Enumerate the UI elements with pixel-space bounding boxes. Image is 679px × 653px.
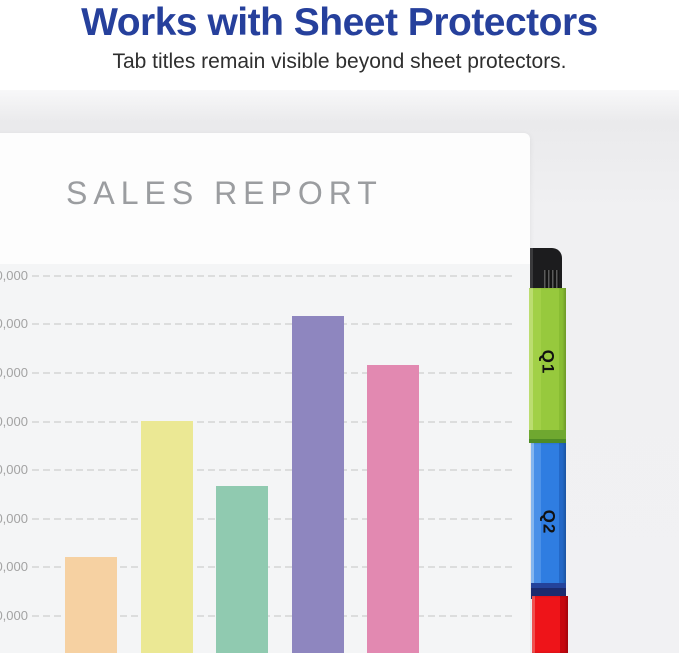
y-axis-tick-label: 0,000 (0, 607, 28, 623)
y-axis-tick-label: 0,000 (0, 510, 28, 526)
chart-bar (291, 316, 344, 653)
gridline (32, 469, 515, 472)
tab-q2: Q2 (531, 443, 566, 599)
tab-q2-label-wrap: Q2 (531, 500, 566, 544)
tab-q1-label-wrap: Q1 (529, 340, 566, 384)
tab-q1-bottom-edge (529, 430, 566, 443)
tab-q2-bottom-edge (531, 583, 566, 599)
gridline (32, 323, 515, 326)
gridline (32, 566, 515, 569)
report-page: SALES REPORT 0,0000,0000,0000,0000,0000,… (0, 133, 530, 653)
report-title: SALES REPORT (66, 175, 383, 211)
clip-teeth-texture (544, 270, 559, 289)
chart-bar (140, 420, 193, 653)
y-axis-tick-label: 0,000 (0, 267, 28, 283)
chart-plot: 0,000 0,000 0,000 0,000 0,000 0,000 0,000 0,000 (0, 264, 530, 653)
gridline (32, 274, 515, 277)
scene-backdrop: SALES REPORT 0,0000,0000,0000,0000,0000,… (0, 90, 679, 653)
tab-q2-label: Q2 (539, 509, 559, 535)
divider-spine-clip (530, 248, 562, 290)
y-axis-tick-label: 0,000 (0, 462, 28, 478)
headline: Works with Sheet Protectors (81, 1, 598, 44)
tab-q1: Q1 (529, 288, 566, 443)
gridline (32, 517, 515, 520)
tab-q1-label: Q1 (538, 349, 558, 375)
gridline (32, 614, 515, 617)
chart-bar (216, 485, 268, 653)
y-axis-tick-label: 0,000 (0, 364, 28, 380)
y-axis-tick-label: 0,000 (0, 316, 28, 332)
chart-bar (367, 364, 419, 653)
y-axis-tick-label: 0,000 (0, 413, 28, 429)
y-axis-tick-label: 0,000 (0, 559, 28, 575)
chart-bar (65, 556, 117, 653)
gridline (32, 371, 515, 374)
subheadline: Tab titles remain visible beyond sheet p… (112, 50, 567, 73)
hero-banner: Works with Sheet Protectors Tab titles r… (0, 0, 679, 90)
tab-red (532, 596, 568, 653)
gridline (32, 420, 515, 423)
